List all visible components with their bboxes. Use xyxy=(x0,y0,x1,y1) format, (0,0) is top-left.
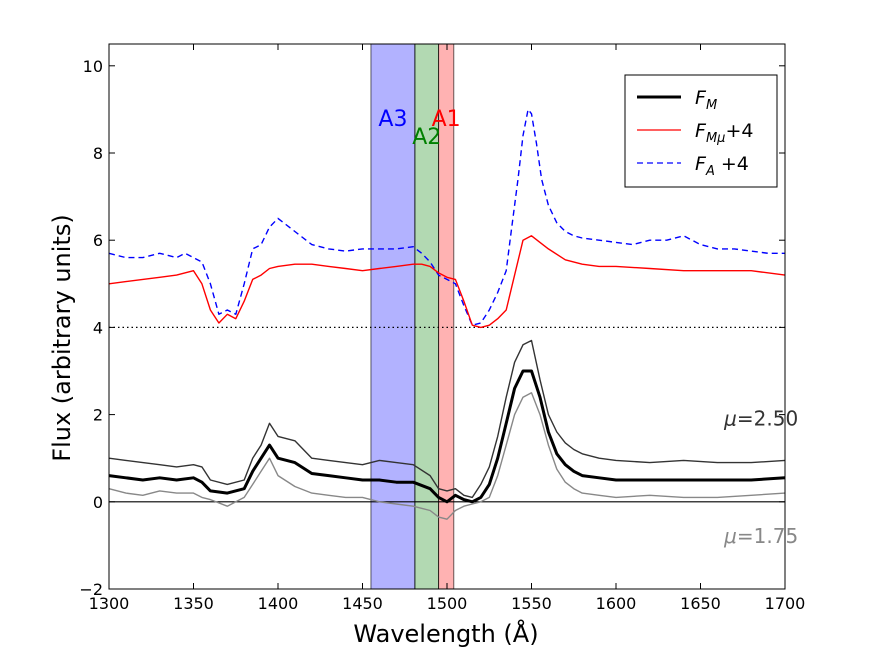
legend-box xyxy=(624,74,778,188)
x-tick-label: 1300 xyxy=(89,594,130,613)
legend-label-2: FA +4 xyxy=(695,153,749,179)
series-2 xyxy=(108,339,786,499)
x-tick-label: 1700 xyxy=(765,594,806,613)
annotations: μ=2.50μ=1.75 xyxy=(723,407,798,549)
y-tick-label: −2 xyxy=(79,580,103,599)
x-tick-label: 1500 xyxy=(427,594,468,613)
legend-label-1: FMμ+4 xyxy=(695,120,753,146)
x-tick-label: 1550 xyxy=(511,594,552,613)
legend-symbol: F xyxy=(695,87,707,109)
mu-low-label-value: =1.75 xyxy=(737,524,798,548)
x-axis-label: Wavelength (Å) xyxy=(353,619,538,648)
legend-subscript: M xyxy=(706,98,717,113)
band-label-a1: A1 xyxy=(432,107,461,132)
x-tick-label: 1600 xyxy=(596,594,637,613)
legend-symbol: F xyxy=(695,153,707,175)
x-tick-label: 1350 xyxy=(173,594,214,613)
legend-symbol: F xyxy=(695,120,707,142)
spectrum-series xyxy=(108,108,786,520)
series-1 xyxy=(108,235,786,329)
band-a3 xyxy=(370,43,416,590)
y-tick-label: 10 xyxy=(83,57,103,76)
mu-high-label-value: =2.50 xyxy=(737,407,798,431)
axis-ticks: 1300 1350 1400 1450 1500 1550 1600 1650 1700 −2 0 2… xyxy=(79,44,805,613)
series-0 xyxy=(108,108,785,326)
x-tick-label: 1650 xyxy=(680,594,721,613)
y-tick-label: 0 xyxy=(93,493,103,512)
x-tick-label: 1450 xyxy=(342,594,383,613)
legend-subscript: Mμ xyxy=(706,131,726,146)
x-tick-label: 1400 xyxy=(258,594,299,613)
mu-low-label: μ=1.75 xyxy=(723,524,798,548)
legend-label-0: FM xyxy=(695,87,717,113)
mu-low-label-symbol: μ xyxy=(723,524,737,548)
y-axis-label: Flux (arbitrary units) xyxy=(48,214,76,461)
series-4 xyxy=(108,392,786,520)
band-label-a3: A3 xyxy=(378,107,407,132)
legend-subscript: A xyxy=(705,164,715,179)
y-tick-label: 2 xyxy=(93,406,103,425)
mu-high-label-symbol: μ xyxy=(723,407,737,431)
legend-suffix: +4 xyxy=(725,120,753,142)
series-3 xyxy=(108,369,786,504)
y-tick-label: 6 xyxy=(93,231,103,250)
mu-high-label: μ=2.50 xyxy=(723,407,798,431)
highlight-bands xyxy=(370,43,455,590)
legend-suffix: +4 xyxy=(715,153,749,175)
band-label-a2: A2 xyxy=(412,125,441,150)
y-tick-label: 4 xyxy=(93,318,103,337)
y-tick-label: 8 xyxy=(93,144,103,163)
